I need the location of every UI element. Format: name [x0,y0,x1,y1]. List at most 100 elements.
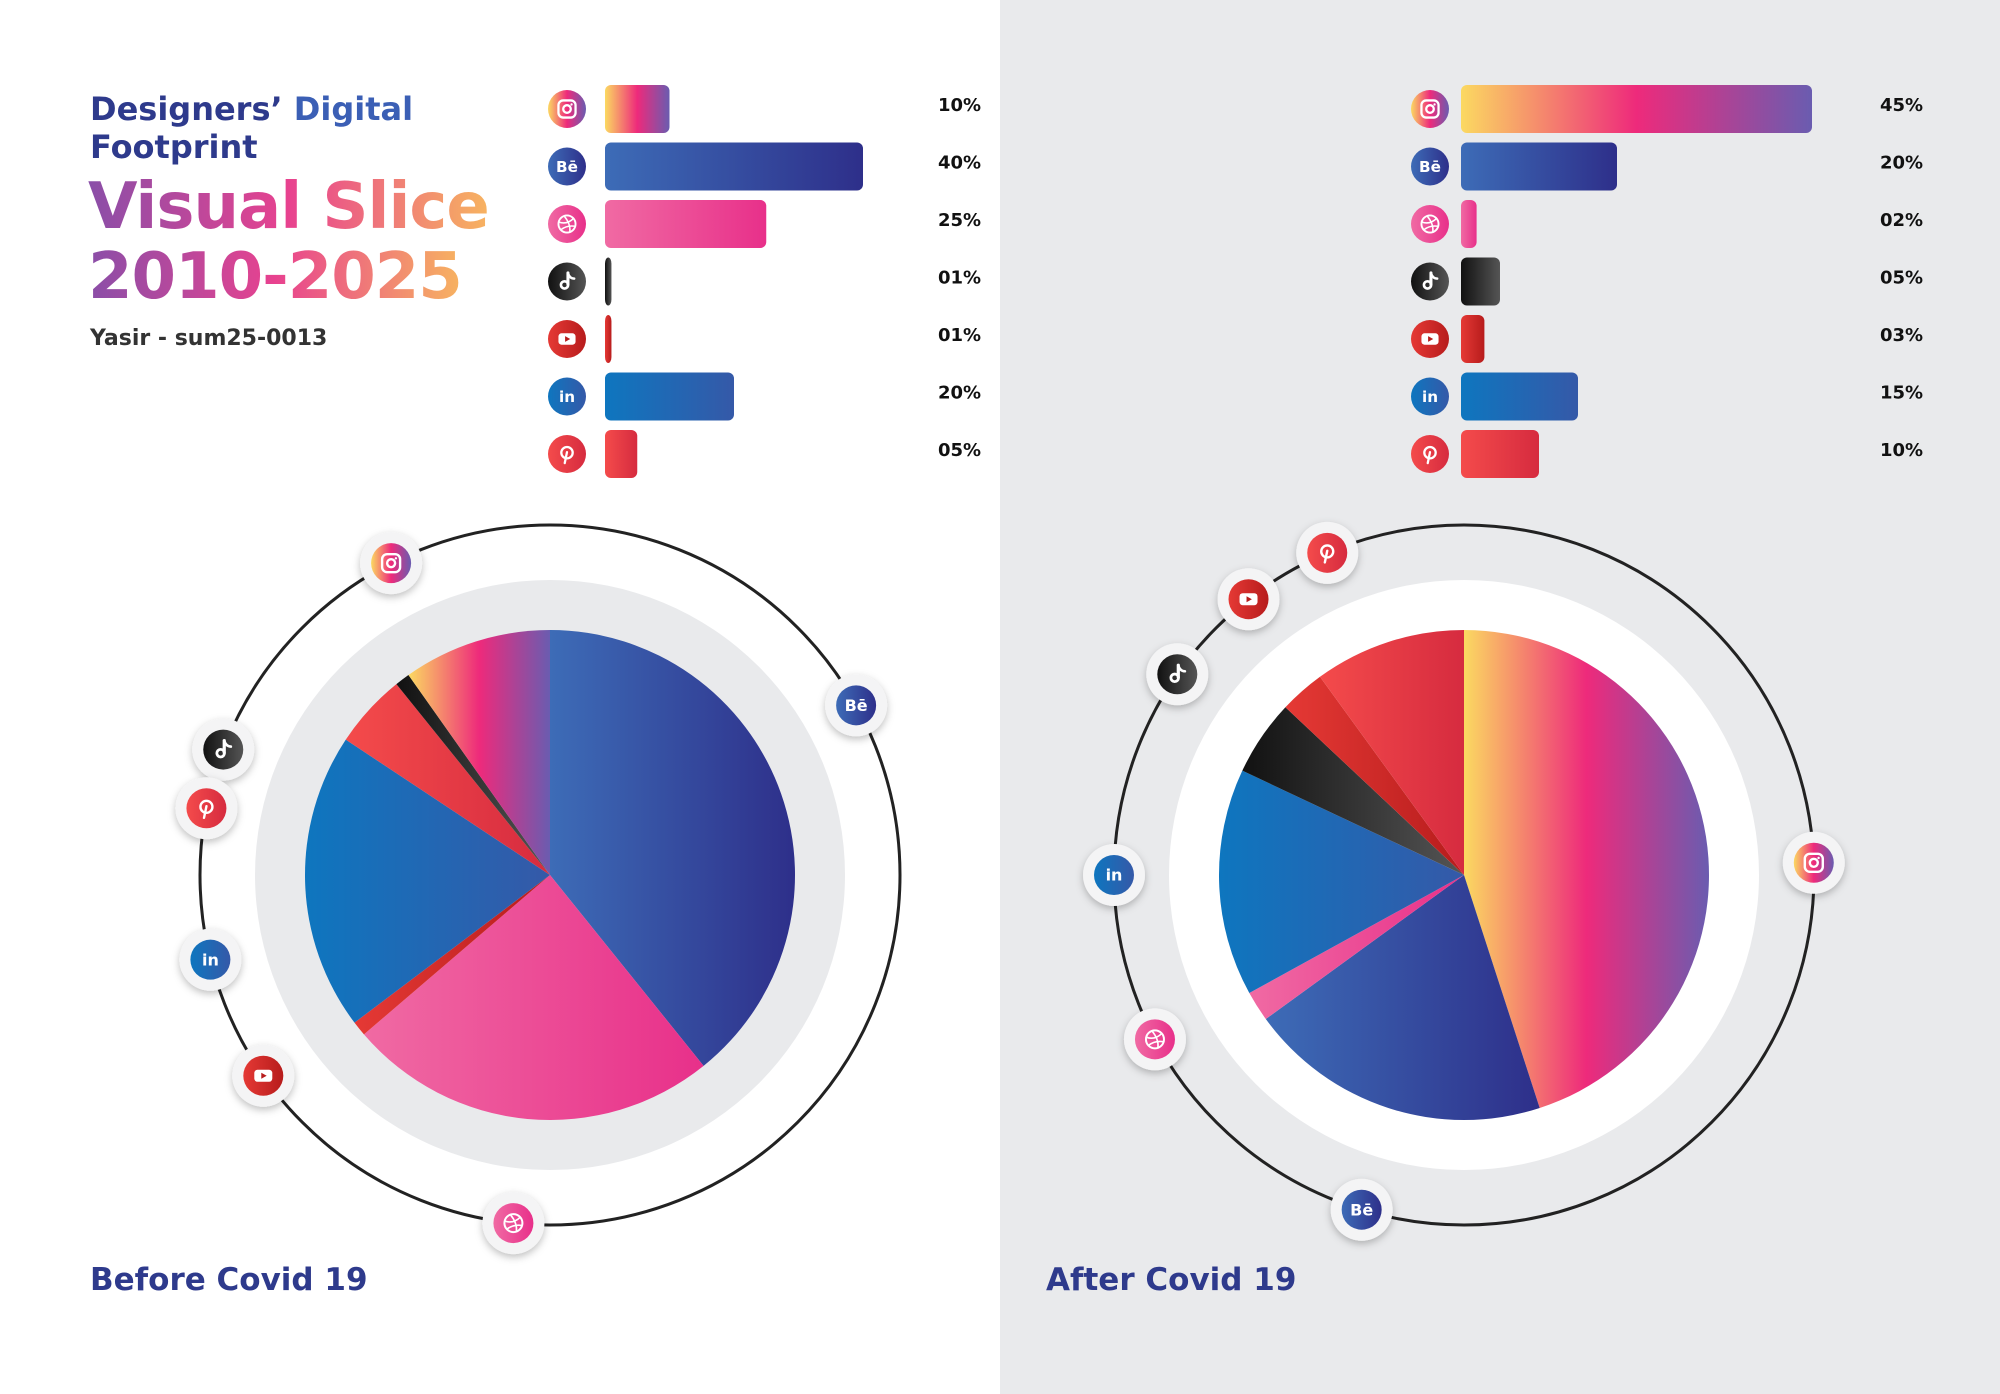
ring-badge-dribbble-before [482,1192,545,1255]
bar-label-youtube-before: 01% [938,325,981,346]
instagram-icon-bar-after [1411,90,1449,128]
instagram-icon-ring-after [1793,842,1834,883]
bar-chart-after: 45% Bē 20% 02% 05% 03% in 15% 10% [1411,85,1923,478]
svg-text:Bē: Bē [1419,158,1441,176]
pie-slice-pinterest-before [345,684,550,875]
caption-after-covid: After Covid 19 [1046,1262,1297,1298]
bar-dribbble-after [1461,200,1477,248]
instagram-icon-bar-before [548,90,586,128]
bar-label-tiktok-after: 05% [1880,268,1923,289]
linkedin-icon-bar-after: in [1411,377,1449,416]
bar-linkedin-before [605,372,734,421]
bar-label-linkedin-after: 15% [1880,383,1923,404]
pie-slice-linkedin-after [1218,770,1464,994]
svg-text:Bē: Bē [845,696,868,715]
pie-slice-instagram-after [1464,630,1709,1109]
bar-tiktok-before [605,257,612,306]
svg-text:Bē: Bē [1350,1200,1373,1219]
title-word-digital: Digital [293,90,414,128]
bar-label-dribbble-before: 25% [938,210,981,231]
bar-youtube-before [605,315,612,363]
ring-badge-instagram-after [1782,831,1845,894]
instagram-icon-ring-before [371,543,412,584]
behance-icon-ring-after: Bē [1341,1189,1382,1230]
bar-label-behance-after: 20% [1880,153,1923,174]
bar-label-linkedin-before: 20% [938,383,981,404]
youtube-icon-bar-before [548,320,586,358]
pie-slice-behance-before [550,630,795,1066]
ring-badge-tiktok-before [192,718,255,781]
title-word-footprint: Footprint [90,128,258,166]
bar-instagram-before [605,85,670,133]
dribbble-icon-ring-after [1134,1019,1175,1060]
ring-badge-linkedin-before: in [179,928,242,991]
youtube-icon-ring-after [1228,579,1269,620]
svg-text:in: in [1422,388,1438,406]
bar-youtube-after [1461,315,1485,363]
svg-text:in: in [559,388,575,406]
bar-label-pinterest-before: 05% [938,440,981,461]
pie-slice-linkedin-before [304,739,550,1023]
ring-badge-pinterest-after [1296,521,1359,584]
linkedin-icon-ring-before: in [190,939,231,980]
title-word-designers: Designers’ [90,90,283,128]
bar-instagram-after [1461,85,1812,133]
pie-chart-before: Bē in [175,523,902,1255]
bar-label-behance-before: 40% [938,153,981,174]
pie-slice-tiktok-before [396,675,550,875]
ring-badge-youtube-before [232,1044,295,1107]
pie-slice-youtube-after [1285,676,1464,875]
ring-badge-instagram-before [360,532,423,595]
bar-label-instagram-after: 45% [1880,95,1923,116]
bar-pinterest-before [605,430,638,478]
bar-label-instagram-before: 10% [938,95,981,116]
bar-pinterest-after [1461,430,1539,478]
title-visual-slice: Visual Slice [88,170,490,244]
linkedin-icon-bar-before: in [548,377,586,416]
youtube-icon-bar-after [1411,320,1449,358]
dribbble-icon-ring-before [493,1203,534,1244]
dribbble-icon-bar-before [548,205,586,243]
svg-text:in: in [202,950,219,969]
ring-badge-youtube-after [1217,568,1280,631]
caption-before-covid: Before Covid 19 [90,1262,368,1298]
linkedin-icon-ring-after: in [1094,855,1134,895]
tiktok-icon-ring-before [203,729,244,770]
bar-behance-before [605,142,863,191]
behance-icon-bar-after: Bē [1411,147,1449,186]
ring-badge-dribbble-after [1123,1008,1186,1071]
bar-label-dribbble-after: 02% [1880,210,1923,231]
pie-slice-dribbble-after [1249,875,1464,1020]
ring-badge-tiktok-after [1146,643,1209,706]
ring-badge-behance-before: Bē [825,674,888,737]
pinterest-icon-bar-after [1411,435,1449,473]
tiktok-icon-ring-after [1157,654,1198,695]
ring-badge-linkedin-after: in [1083,844,1145,906]
svg-text:in: in [1106,866,1123,885]
ring-badge-behance-after: Bē [1330,1178,1393,1241]
behance-icon-bar-before: Bē [548,147,586,186]
bar-label-youtube-after: 03% [1880,325,1923,346]
pinterest-icon-ring-after [1307,532,1348,573]
bar-label-tiktok-before: 01% [938,268,981,289]
ring-badge-pinterest-before [175,777,238,840]
orbit-ring-before [198,523,902,1227]
pie-slice-youtube-before [354,875,550,1035]
tiktok-icon-bar-after [1411,262,1449,301]
title-designers-digital-footprint: Designers’ Digital Footprint [90,90,413,166]
svg-text:Bē: Bē [556,158,578,176]
pinterest-icon-bar-before [548,435,586,473]
pie-slice-behance-after [1265,875,1540,1120]
bar-tiktok-after [1461,257,1500,306]
bar-dribbble-before [605,200,767,248]
tiktok-icon-bar-before [548,262,586,301]
bar-behance-after [1461,142,1617,191]
bar-linkedin-after [1461,372,1578,421]
dribbble-icon-bar-after [1411,205,1449,243]
bar-chart-before: 10% Bē 40% 25% 01% 01% in 20% 05% [548,85,981,478]
pie-slice-pinterest-after [1319,630,1464,875]
youtube-icon-ring-before [243,1055,284,1096]
pie-slice-tiktok-after [1242,707,1464,875]
title-years: 2010-2025 [88,240,463,314]
